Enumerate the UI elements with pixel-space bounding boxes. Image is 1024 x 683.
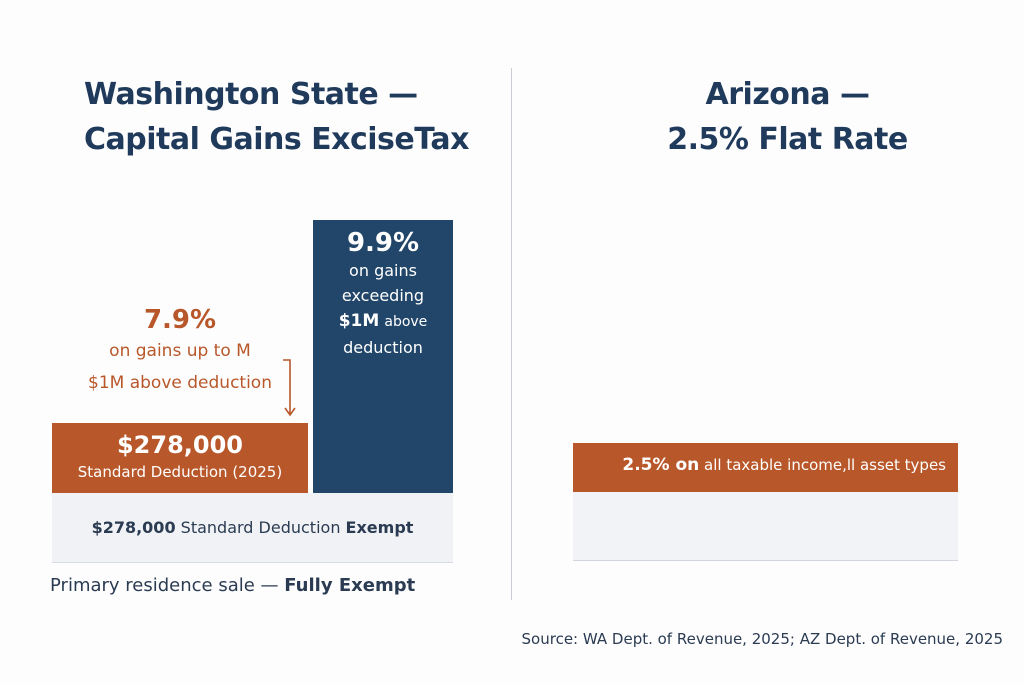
upper-rate-desc: above xyxy=(384,314,428,330)
arizona-rate-block: 2.5% on all taxable income,ll asset type… xyxy=(573,443,958,492)
arrow-down-icon xyxy=(283,359,296,417)
upper-rate-threshold: $1M xyxy=(338,311,380,331)
lower-rate: 7.9% xyxy=(143,305,217,335)
upper-rate-desc: on gains xyxy=(349,261,417,280)
title-line: Capital Gains ExciseTax xyxy=(84,122,469,157)
lower-rate-desc: on gains up to M xyxy=(109,341,251,361)
residence-note: Primary residence sale — Fully Exempt xyxy=(50,575,415,596)
deduction-label: Standard Deduction (2025) xyxy=(77,463,283,481)
residence-status: Fully Exempt xyxy=(284,575,416,596)
upper-rate-desc: exceeding xyxy=(341,286,425,305)
arizona-base xyxy=(573,492,958,561)
arizona-rate-desc: all taxable income,ll asset types xyxy=(704,456,946,474)
divider xyxy=(511,68,512,600)
exempt-label: Standard Deduction xyxy=(180,518,341,537)
deduction-amount: $278,000 xyxy=(116,431,243,459)
source-note: Source: WA Dept. of Revenue, 2025; AZ De… xyxy=(521,630,1003,648)
washington-title: Washington State — Capital Gains ExciseT… xyxy=(84,72,469,162)
residence-label: Primary residence sale — xyxy=(50,575,279,596)
lower-rate-label: 7.9% on gains up to M $1M above deductio… xyxy=(70,305,290,399)
title-line: 2.5% Flat Rate xyxy=(667,122,908,157)
exempt-amount: $278,000 xyxy=(91,518,176,537)
arizona-title: Arizona — 2.5% Flat Rate xyxy=(600,72,975,162)
exempt-base: $278,000 Standard Deduction Exempt xyxy=(52,493,453,563)
upper-rate-desc: deduction xyxy=(343,338,423,357)
title-line: Washington State — xyxy=(84,77,418,112)
lower-rate-desc: $1M above deduction xyxy=(88,373,272,393)
arizona-rate: 2.5% on xyxy=(622,455,700,475)
upper-rate-block: 9.9% on gains exceeding $1M above deduct… xyxy=(313,220,453,493)
deduction-block: $278,000 Standard Deduction (2025) xyxy=(52,423,308,493)
upper-rate: 9.9% xyxy=(346,228,420,258)
title-line: Arizona — xyxy=(705,77,870,112)
exempt-word: Exempt xyxy=(345,518,414,537)
